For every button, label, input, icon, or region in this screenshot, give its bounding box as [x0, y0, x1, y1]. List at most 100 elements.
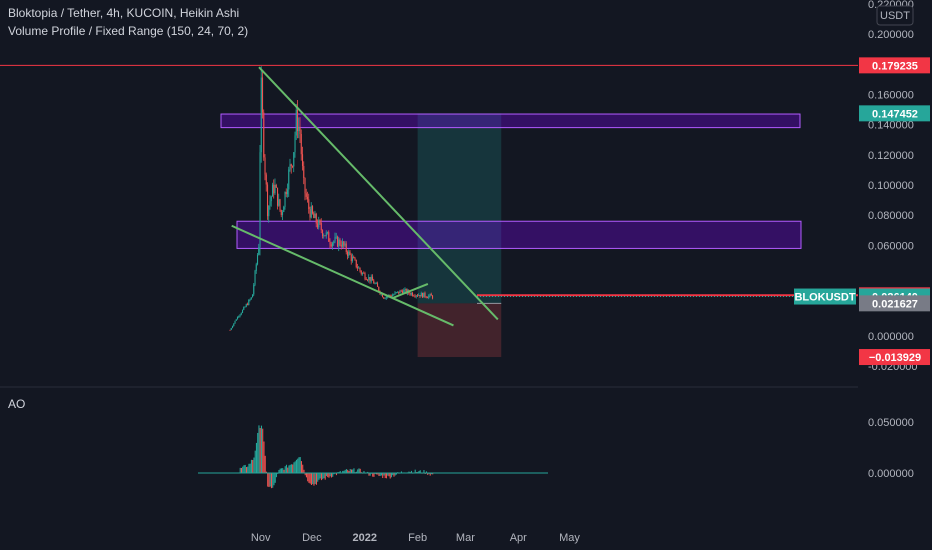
- candle-body: [331, 242, 334, 247]
- x-tick-label: 2022: [353, 532, 377, 544]
- candle-body: [376, 283, 379, 287]
- candle-body: [396, 291, 399, 293]
- ao-bar: [253, 457, 255, 473]
- ao-bar: [315, 473, 318, 485]
- candle-body: [339, 239, 341, 245]
- ao-bar: [272, 473, 274, 488]
- candle-body: [338, 239, 340, 247]
- candle-body: [350, 254, 352, 262]
- ao-bar: [343, 470, 345, 473]
- trendline: [258, 66, 499, 321]
- ao-bar: [288, 465, 290, 473]
- y-tick-label: 0.220000: [868, 0, 914, 11]
- candle-body: [284, 191, 286, 207]
- ao-bar: [262, 428, 264, 473]
- ao-bar: [389, 473, 391, 479]
- candle-body: [291, 166, 294, 167]
- candle-body: [356, 267, 359, 269]
- ao-bar: [357, 469, 359, 473]
- candle-body: [400, 290, 402, 292]
- candle-body: [355, 259, 357, 268]
- candle-body: [289, 164, 291, 170]
- ao-bar: [432, 473, 434, 475]
- price-tag: [859, 349, 930, 366]
- candle-body: [245, 304, 247, 307]
- candle-body: [411, 292, 414, 296]
- ao-bar: [245, 467, 248, 473]
- candle-body: [403, 290, 405, 294]
- ao-bar: [430, 473, 433, 475]
- ao-bar: [252, 459, 254, 473]
- ao-bar: [303, 469, 305, 473]
- ao-bar: [322, 473, 324, 480]
- ao-bar: [247, 466, 249, 473]
- candle-body: [340, 244, 342, 247]
- candle-body: [319, 220, 321, 223]
- ao-bar: [274, 473, 276, 483]
- candle-body: [418, 295, 420, 296]
- ao-bar: [283, 469, 285, 473]
- ao-bar: [408, 471, 410, 473]
- candle-body: [410, 292, 412, 295]
- ao-bar: [292, 464, 294, 473]
- candle-body: [414, 295, 416, 297]
- ao-bar: [353, 468, 355, 473]
- ao-bar: [280, 468, 283, 473]
- candle-body: [420, 292, 422, 297]
- ao-bar: [419, 470, 421, 473]
- ao-bar: [299, 457, 301, 473]
- ao-bar: [350, 469, 353, 473]
- ao-bar: [267, 473, 269, 487]
- ao-bar: [374, 473, 376, 475]
- x-tick-label: Dec: [302, 532, 322, 544]
- candle-body: [329, 241, 331, 245]
- candle-body: [378, 286, 380, 292]
- candle-body: [366, 279, 369, 281]
- ao-bar: [393, 473, 395, 477]
- candle-body: [311, 206, 314, 214]
- y-tick-label: 0.060000: [868, 240, 914, 252]
- candle-body: [359, 267, 361, 271]
- ao-bar: [304, 473, 306, 476]
- candle-body: [425, 296, 427, 298]
- candle-body: [315, 213, 317, 224]
- candle-body: [288, 169, 290, 190]
- candle-body: [363, 272, 365, 274]
- candle-body: [384, 298, 386, 300]
- ao-bar: [255, 442, 258, 473]
- candle-body: [290, 164, 292, 167]
- candle-body: [328, 232, 330, 242]
- candle-body: [261, 77, 264, 113]
- ao-bar: [383, 473, 385, 476]
- ao-bar: [298, 457, 300, 473]
- ao-bar: [257, 432, 259, 473]
- candle-body: [265, 174, 267, 185]
- ao-bar: [367, 471, 369, 473]
- candle-body: [318, 220, 320, 228]
- y-tick-label: 0.000000: [868, 331, 914, 343]
- ao-bar: [333, 473, 335, 475]
- y-tick-label: 0.120000: [868, 150, 914, 162]
- ao-bar: [395, 473, 398, 475]
- ao-bar: [348, 471, 350, 473]
- candle-body: [296, 109, 299, 132]
- candle-body: [239, 314, 241, 317]
- candle-body: [308, 199, 310, 210]
- x-tick-label: Mar: [456, 532, 475, 544]
- candle-body: [423, 292, 425, 298]
- symbol-tag-text: BLOKUSDT: [794, 292, 855, 304]
- candle-body: [316, 223, 319, 228]
- ao-bar: [254, 450, 256, 473]
- candle-body: [280, 210, 282, 215]
- ao-bar: [287, 467, 289, 473]
- candle-body: [381, 293, 384, 298]
- trendline: [391, 282, 429, 300]
- ao-bar: [269, 473, 271, 487]
- ao-bar: [279, 468, 281, 473]
- ao-bar: [314, 473, 316, 484]
- ao-bar: [355, 471, 358, 473]
- x-tick-label: Feb: [408, 532, 427, 544]
- ao-histogram: [239, 425, 434, 489]
- candle-body: [254, 270, 256, 285]
